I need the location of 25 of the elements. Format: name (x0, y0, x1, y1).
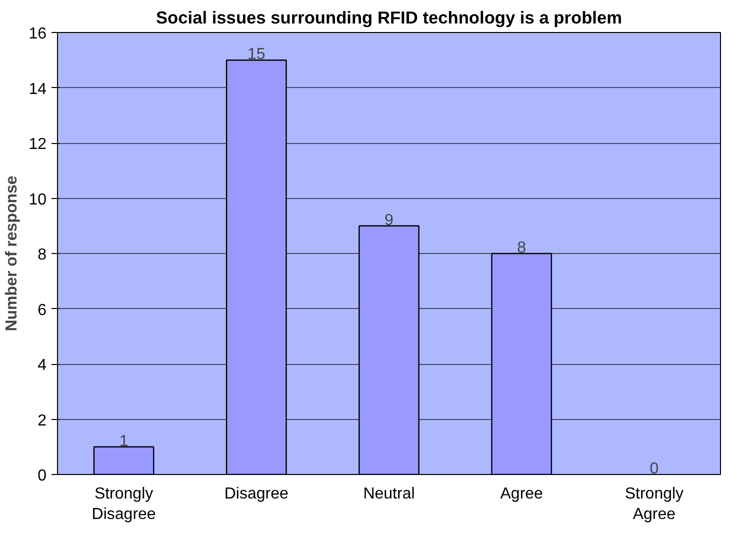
data-label: 0 (650, 460, 659, 478)
data-label: 15 (248, 46, 266, 64)
bar (226, 60, 287, 474)
x-tick-label: Strongly Agree (624, 486, 684, 523)
y-tick-label: 0 (38, 468, 47, 484)
data-label: 8 (517, 240, 526, 256)
x-tick-label: Agree (500, 486, 544, 502)
bar (358, 225, 420, 474)
y-tick-label: 16 (28, 26, 47, 42)
x-tick-label: Disagree (224, 486, 289, 502)
data-label: 1 (119, 432, 128, 450)
bar (93, 446, 154, 474)
y-tick-label: 14 (28, 80, 47, 98)
y-tick-label: 12 (28, 136, 47, 153)
data-label: 9 (384, 212, 394, 229)
x-tick-label: Strongly Disagree (92, 486, 156, 523)
x-tick-label: Neutral (363, 486, 415, 502)
y-tick-label: 6 (38, 302, 47, 319)
y-tick-label: 8 (38, 246, 47, 264)
bar (491, 252, 552, 474)
y-tick-label: 2 (38, 412, 47, 430)
chart-title: Social issues surrounding RFID technology is a problem (156, 8, 622, 28)
y-tick-label: 10 (28, 191, 47, 208)
y-tick-label: 4 (38, 357, 47, 374)
y-axis-title: Number of response (4, 176, 21, 332)
